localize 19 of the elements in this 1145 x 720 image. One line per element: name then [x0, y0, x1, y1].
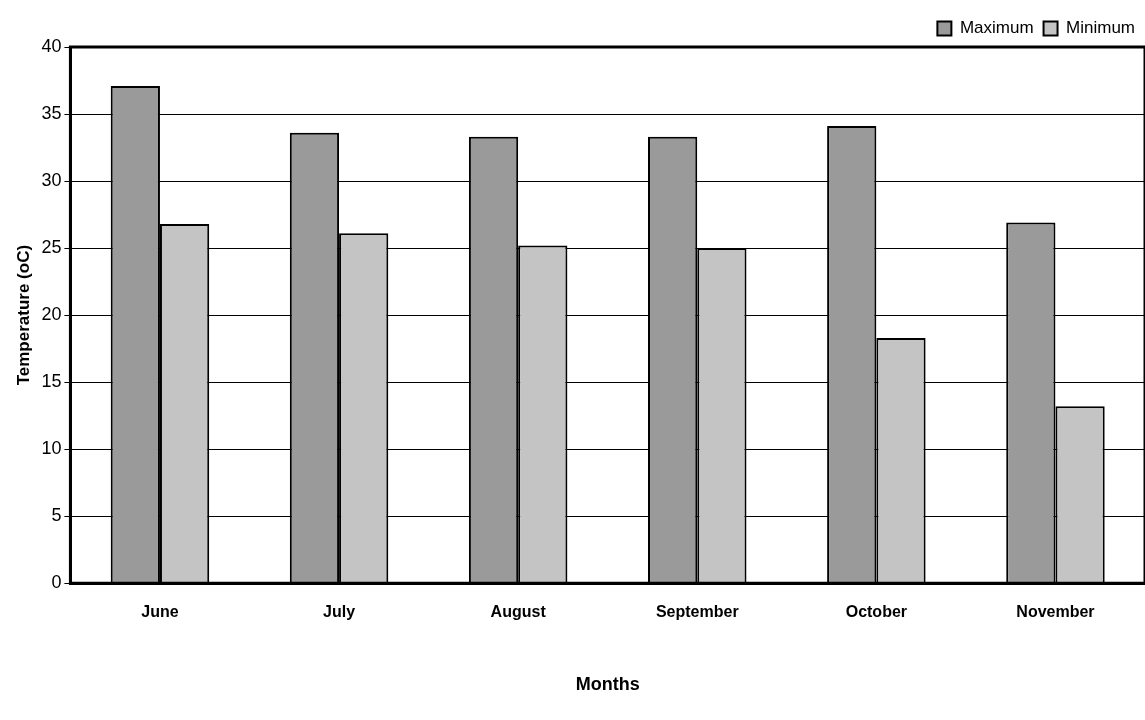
- y-tick-label: 20: [41, 304, 62, 325]
- legend-label: Maximum: [959, 18, 1034, 38]
- y-axis-title: Temperature (oC): [13, 244, 33, 386]
- y-tick-label: 15: [41, 371, 62, 392]
- y-tick-label: 40: [41, 35, 62, 56]
- y-tick-label: 0: [51, 572, 62, 593]
- y-tick-label: 25: [41, 237, 62, 258]
- x-tick-label: September: [655, 603, 739, 621]
- x-tick-label: August: [490, 603, 547, 621]
- x-tick-label: June: [141, 603, 179, 621]
- x-tick-label: July: [323, 603, 356, 621]
- x-axis-title: Months: [575, 674, 640, 695]
- x-tick-label: November: [1016, 603, 1095, 621]
- y-tick-label: 5: [51, 505, 62, 526]
- y-tick-label: 30: [41, 170, 62, 191]
- x-tick-label: October: [845, 603, 908, 621]
- legend-label: Minimum: [1066, 18, 1136, 38]
- y-tick-label: 10: [41, 438, 62, 459]
- y-tick-label: 35: [41, 102, 62, 123]
